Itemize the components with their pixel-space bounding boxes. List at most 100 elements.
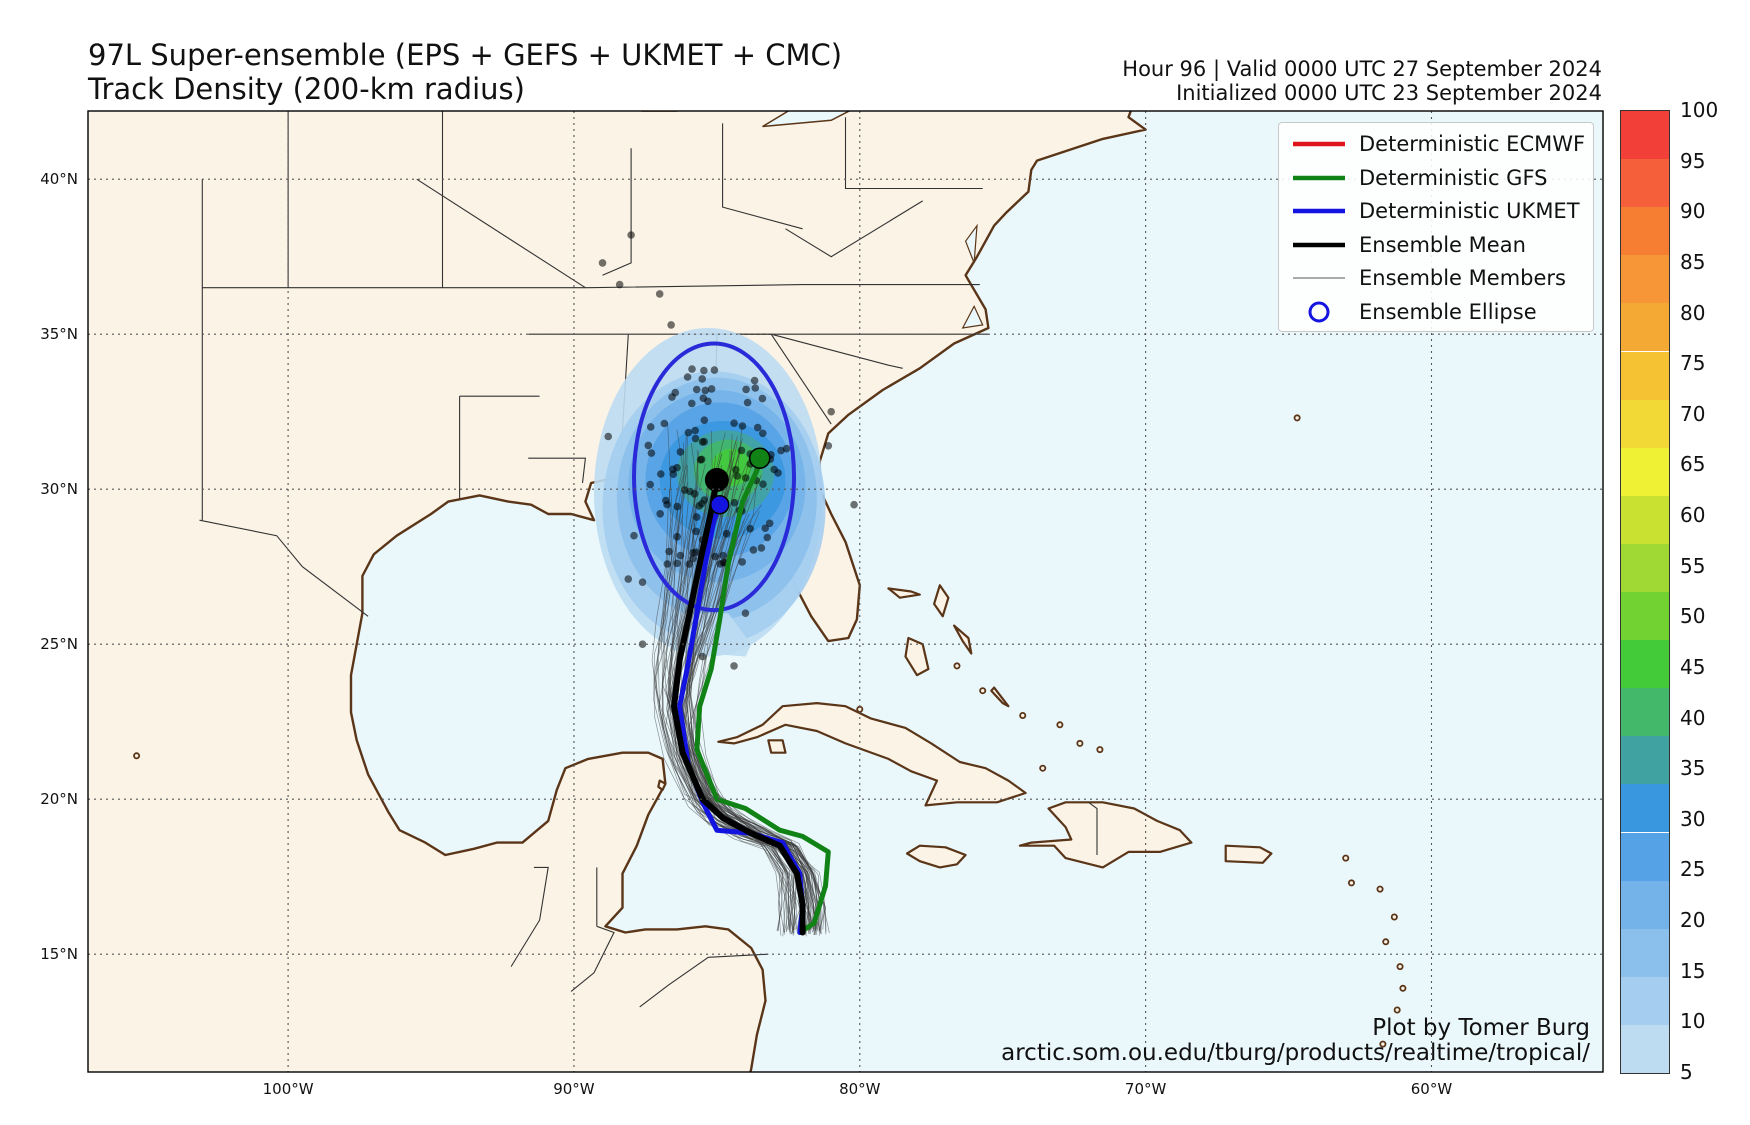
small-island (1019, 712, 1027, 720)
small-island (1039, 764, 1047, 772)
ensemble-member-endpoint (827, 407, 836, 416)
ensemble-member-endpoint (741, 474, 750, 482)
ensemble-member-endpoint (690, 490, 699, 498)
ensemble-member-endpoint (700, 366, 708, 375)
ensemble-member-track (654, 515, 796, 935)
ensemble-member-endpoint (730, 498, 739, 507)
ensemble-member-endpoint (698, 375, 706, 383)
north-america-land (88, 111, 1147, 1072)
ensemble-member-endpoint (615, 280, 624, 289)
legend-label: Deterministic GFS (1359, 165, 1548, 190)
colorbar-segment (1621, 928, 1669, 977)
ensemble-member-endpoint (750, 376, 759, 385)
ensemble-member-endpoint (655, 290, 664, 298)
ensemble-member-endpoint (673, 532, 681, 541)
small-island (1342, 854, 1350, 862)
small-island (1390, 913, 1398, 921)
ensemble-member-endpoint (759, 429, 767, 438)
ensemble-member-endpoint (692, 385, 701, 394)
lat-tick-label: 20°N (40, 790, 78, 808)
ensemble-member-endpoint (684, 428, 693, 437)
ensemble-member-endpoint (733, 472, 741, 480)
colorbar-segment (1621, 207, 1669, 256)
colorbar-segment (1621, 832, 1669, 881)
ensemble-member-endpoint (777, 446, 785, 455)
pamlico-sound (961, 304, 984, 329)
ensemble-member-endpoint (774, 469, 782, 477)
ensemble-member-endpoint (700, 437, 708, 446)
ensemble-member-endpoint (759, 480, 767, 489)
state-border (602, 148, 632, 276)
init-time-label: Initialized 0000 UTC 23 September 2024 (1176, 81, 1602, 105)
small-island (953, 662, 961, 670)
colorbar-segment (1621, 688, 1669, 737)
lon-tick-label: 70°W (1125, 1080, 1167, 1098)
small-island (1293, 414, 1301, 422)
state-border (570, 925, 615, 992)
ensemble-member-track (654, 504, 792, 931)
chesapeake-bay (964, 223, 978, 264)
colorbar-tick-label: 30 (1680, 806, 1706, 831)
small-island (1056, 721, 1064, 729)
colorbar-segment (1621, 784, 1669, 833)
legend-swatch (1308, 301, 1330, 322)
legend: Deterministic ECMWF Deterministic GFS Dete… (1278, 122, 1594, 332)
map-frame (87, 110, 1604, 1073)
lat-tick-label: 25°N (40, 635, 78, 653)
legend-label: Ensemble Members (1359, 266, 1566, 290)
ensemble-member-endpoint (676, 448, 685, 456)
ukmet-endpoint (709, 494, 730, 515)
legend-swatch (1293, 175, 1345, 180)
ensemble-member-endpoint (638, 640, 647, 648)
legend-item: Ensemble Mean (1279, 230, 1593, 260)
colorbar-segment (1621, 159, 1669, 208)
legend-item: Ensemble Ellipse (1279, 297, 1593, 327)
ensemble-member-endpoint (646, 480, 654, 489)
ensemble-member-endpoint (710, 366, 719, 374)
ensemble-member-endpoint (757, 544, 766, 552)
jamaica-island (905, 844, 967, 869)
colorbar-tick-label: 35 (1680, 756, 1706, 781)
colorbar-tick-label: 85 (1680, 249, 1706, 274)
cozumel-island (657, 779, 667, 791)
ensemble-member-endpoint (647, 449, 656, 457)
credit-author: Plot by Tomer Burg (1372, 1015, 1590, 1041)
colorbar-segment (1621, 1024, 1669, 1073)
ensemble-member-endpoint (692, 513, 701, 521)
colorbar-segment (1621, 351, 1669, 400)
legend-swatch (1293, 277, 1345, 279)
state-border (844, 117, 983, 190)
legend-label: Ensemble Mean (1359, 232, 1526, 257)
small-island (1096, 746, 1104, 754)
ensemble-member-endpoint (598, 259, 607, 267)
ensemble-member-endpoint (689, 554, 697, 563)
state-border (202, 284, 980, 289)
small-island (1076, 739, 1084, 747)
ensemble-member-track (694, 519, 816, 930)
colorbar-tick-label: 45 (1680, 654, 1706, 679)
colorbar-segment (1621, 592, 1669, 641)
ensemble-member-endpoint (691, 426, 699, 435)
credit-url: arctic.som.ou.edu/tburg/products/realtim… (1001, 1040, 1590, 1066)
legend-item: Deterministic GFS (1279, 163, 1593, 193)
ensemble-member-endpoint (698, 652, 707, 661)
ensemble-member-endpoint (701, 386, 710, 395)
ensemble-member-endpoint (722, 529, 731, 538)
ensemble-member-track (686, 509, 815, 936)
colorbar-tick-label: 50 (1680, 604, 1706, 629)
valid-time-label: Hour 96 | Valid 0000 UTC 27 September 20… (1122, 57, 1602, 81)
legend-item: Deterministic UKMET (1279, 196, 1593, 226)
ensemble-member-endpoint (699, 394, 708, 403)
ensemble-member-endpoint (738, 558, 746, 566)
small-island (1399, 984, 1407, 992)
gfs-endpoint (748, 447, 771, 469)
ensemble-member-endpoint (751, 384, 760, 392)
grand-bahama-island (887, 587, 921, 599)
legend-swatch (1293, 242, 1345, 247)
lat-tick-label: 40°N (40, 170, 78, 188)
ensemble-member-endpoint (746, 524, 754, 533)
small-island (1379, 1040, 1387, 1048)
colorbar-tick-label: 100 (1680, 98, 1719, 122)
eleuthera-island (953, 624, 973, 655)
ensemble-member-endpoint (824, 442, 833, 450)
